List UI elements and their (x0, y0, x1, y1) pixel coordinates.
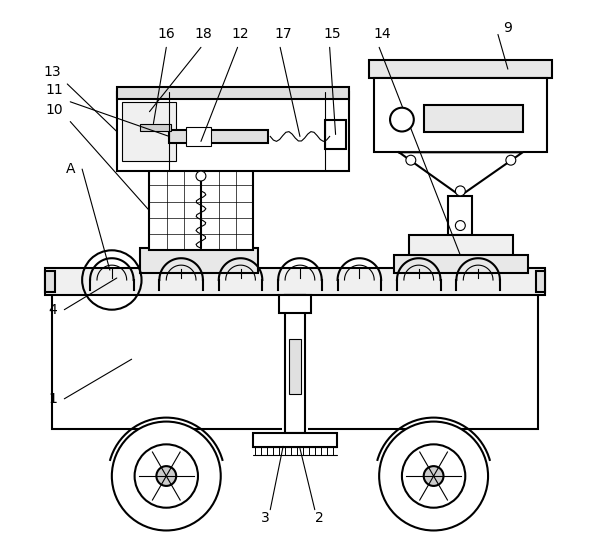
Bar (117, 87, 349, 99)
Bar (285, 295, 305, 433)
Polygon shape (399, 152, 522, 196)
Bar (117, 92, 349, 171)
Bar (186, 126, 211, 146)
Bar (289, 339, 301, 394)
Text: 10: 10 (45, 103, 63, 117)
Bar (369, 60, 552, 78)
Circle shape (390, 108, 414, 131)
Text: 14: 14 (373, 27, 391, 41)
Text: 12: 12 (231, 27, 249, 41)
Bar (52, 285, 538, 429)
Bar (140, 248, 259, 273)
Text: 3: 3 (261, 510, 270, 524)
Bar (140, 124, 171, 131)
Text: 13: 13 (44, 65, 61, 79)
Text: 9: 9 (504, 21, 512, 35)
Circle shape (157, 466, 176, 486)
Bar (282, 295, 308, 443)
Bar (394, 255, 528, 273)
Text: A: A (65, 162, 75, 176)
Circle shape (406, 155, 416, 165)
Bar (374, 78, 547, 152)
Bar (45, 268, 545, 295)
Circle shape (423, 466, 444, 486)
Text: 11: 11 (45, 83, 63, 97)
Text: 15: 15 (324, 27, 342, 41)
Circle shape (455, 186, 465, 196)
Bar (45, 271, 55, 292)
Bar (285, 295, 305, 433)
Bar (279, 295, 311, 312)
Bar (169, 130, 268, 143)
Text: 16: 16 (157, 27, 175, 41)
Circle shape (112, 421, 221, 530)
Bar (122, 102, 176, 161)
Bar (409, 235, 513, 267)
Circle shape (196, 171, 206, 181)
Text: 4: 4 (48, 302, 57, 317)
Bar (325, 120, 346, 149)
Circle shape (402, 444, 465, 508)
Bar (423, 105, 522, 132)
Bar (253, 433, 336, 447)
Bar (535, 271, 545, 292)
Bar (150, 169, 253, 250)
Text: 1: 1 (48, 392, 57, 406)
Circle shape (135, 444, 198, 508)
Text: 2: 2 (315, 510, 324, 524)
Bar (448, 196, 472, 235)
Text: 17: 17 (274, 27, 292, 41)
Circle shape (506, 155, 516, 165)
Text: 18: 18 (194, 27, 212, 41)
Circle shape (379, 421, 488, 530)
Circle shape (455, 221, 465, 230)
